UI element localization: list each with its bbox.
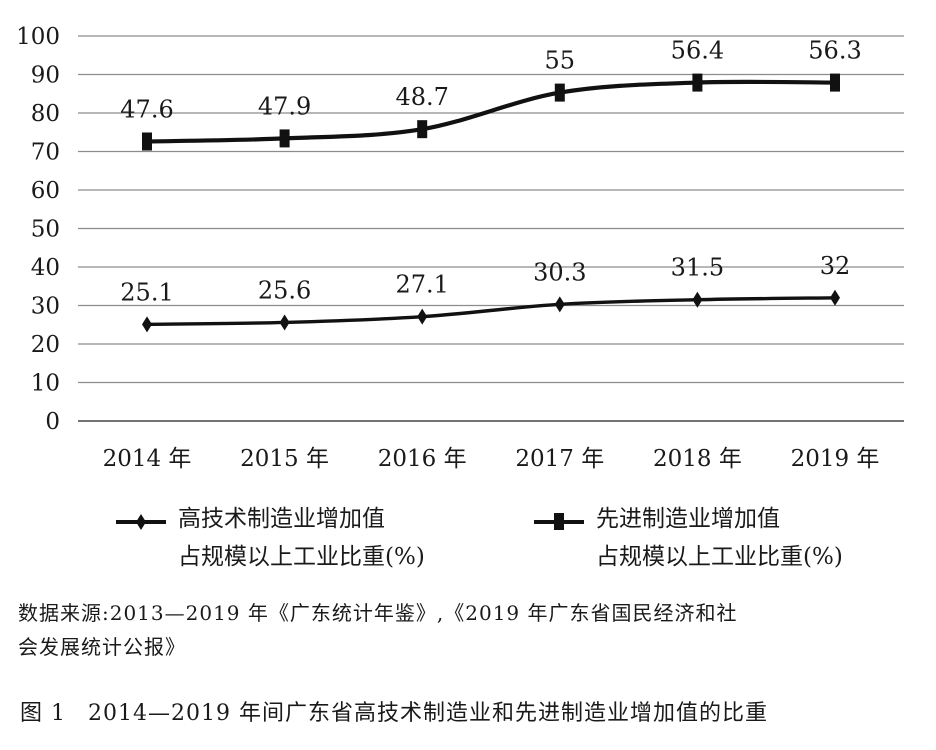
data-point-marker [142, 316, 152, 333]
x-tick-label: 2014 年 [103, 446, 192, 472]
legend-item-high-tech: 高技术制造业增加值 占规模以上工业比重(%) [112, 500, 425, 576]
x-tick-label: 2017 年 [515, 446, 604, 472]
data-label: 25.6 [258, 276, 311, 304]
data-point-marker [554, 296, 565, 313]
data-point-marker [417, 120, 428, 139]
data-point-marker [692, 291, 703, 308]
data-label: 32 [820, 252, 851, 280]
data-label: 48.7 [395, 83, 448, 111]
figure-number: 图 1 [20, 701, 66, 726]
x-tick-label: 2019 年 [791, 446, 880, 472]
data-point-marker [279, 314, 290, 331]
x-tick-label: 2018 年 [653, 446, 742, 472]
legend-label-line1: 高技术制造业增加值 [178, 506, 385, 532]
y-tick-label: 60 [31, 178, 60, 204]
data-label: 25.1 [120, 278, 173, 306]
y-tick-label: 80 [31, 101, 60, 127]
legend-label-line2: 占规模以上工业比重(%) [178, 544, 425, 570]
legend: 高技术制造业增加值 占规模以上工业比重(%) 先进制造业增加值 占规模以上工业比… [0, 500, 936, 590]
data-label: 31.5 [671, 254, 724, 282]
y-tick-label: 90 [31, 63, 60, 89]
data-point-marker [142, 132, 152, 151]
data-label: 56.4 [671, 37, 724, 65]
source-note-line2: 会发展统计公报》 [18, 635, 186, 659]
data-label: 27.1 [395, 271, 448, 299]
data-label: 47.9 [258, 92, 311, 120]
diamond-marker-icon [116, 514, 166, 530]
y-tick-label: 40 [31, 255, 60, 281]
line-chart: 0 10 20 30 40 50 60 70 80 90 100 2014 年 2015 年 2016 年… [16, 24, 904, 472]
data-point-marker [830, 289, 840, 306]
y-tick-label: 70 [31, 140, 60, 166]
legend-item-advanced: 先进制造业增加值 占规模以上工业比重(%) [530, 500, 843, 576]
data-point-marker [417, 308, 428, 325]
source-note: 数据来源:2013—2019 年《广东统计年鉴》,《2019 年广东省国民经济和… [18, 596, 918, 664]
legend-label-line1: 先进制造业增加值 [596, 506, 780, 532]
figure-caption: 图 1 2014—2019 年间广东省高技术制造业和先进制造业增加值的比重 [20, 695, 920, 727]
data-label: 56.3 [808, 37, 861, 65]
data-label: 47.6 [120, 95, 173, 123]
data-point-marker [554, 83, 565, 102]
y-tick-label: 0 [45, 409, 60, 435]
y-tick-label: 20 [31, 332, 60, 358]
x-tick-label: 2015 年 [240, 446, 329, 472]
data-point-marker [692, 73, 703, 92]
data-point-marker [279, 129, 290, 148]
figure-title: 2014—2019 年间广东省高技术制造业和先进制造业增加值的比重 [88, 701, 768, 726]
y-tick-label: 100 [16, 24, 60, 50]
series-line-advanced [146, 79, 836, 144]
source-note-line1: 数据来源:2013—2019 年《广东统计年鉴》,《2019 年广东省国民经济和… [18, 601, 738, 625]
data-point-marker [830, 73, 840, 92]
y-tick-label: 10 [31, 371, 60, 397]
data-label: 55 [545, 47, 576, 75]
y-tick-label: 50 [31, 217, 60, 243]
series-line-high-tech [146, 296, 836, 327]
x-tick-label: 2016 年 [378, 446, 467, 472]
y-tick-label: 30 [31, 294, 60, 320]
legend-label-line2: 占规模以上工业比重(%) [596, 544, 843, 570]
data-label: 30.3 [533, 258, 586, 286]
square-marker-icon [534, 513, 584, 530]
